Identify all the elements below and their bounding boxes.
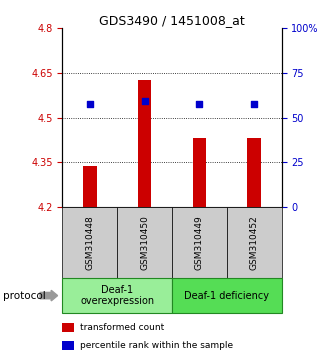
Point <box>87 102 92 107</box>
Bar <box>247 138 261 207</box>
Text: Deaf-1
overexpression: Deaf-1 overexpression <box>80 285 154 307</box>
Point <box>142 98 147 104</box>
Text: GSM310452: GSM310452 <box>250 215 259 270</box>
Point <box>197 102 202 107</box>
Text: Deaf-1 deficiency: Deaf-1 deficiency <box>184 291 269 301</box>
Text: GSM310449: GSM310449 <box>195 215 204 270</box>
Text: percentile rank within the sample: percentile rank within the sample <box>80 341 233 350</box>
Text: GSM310448: GSM310448 <box>85 215 94 270</box>
Bar <box>138 80 151 207</box>
Title: GDS3490 / 1451008_at: GDS3490 / 1451008_at <box>99 14 245 27</box>
Bar <box>83 166 97 207</box>
Text: GSM310450: GSM310450 <box>140 215 149 270</box>
Text: transformed count: transformed count <box>80 323 164 332</box>
Point <box>252 102 257 107</box>
Bar <box>193 138 206 207</box>
Text: protocol: protocol <box>3 291 46 301</box>
